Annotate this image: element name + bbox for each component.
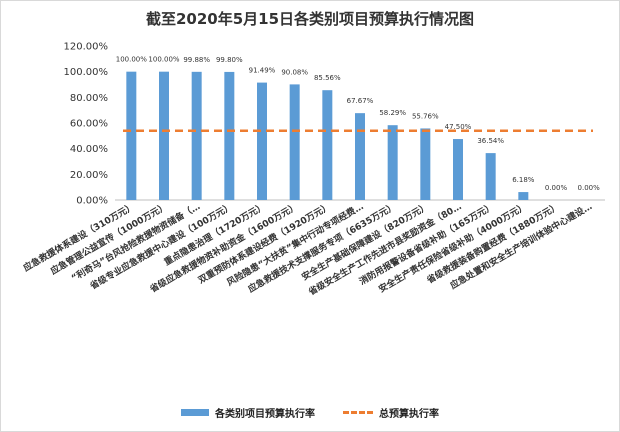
data-label: 100.00%: [116, 56, 147, 64]
bar: [485, 153, 496, 200]
bar: [453, 139, 463, 200]
data-label: 99.80%: [216, 56, 243, 64]
legend-label-bars: 各类别项目预算执行率: [215, 409, 315, 420]
legend-line-swatch: [343, 411, 373, 414]
bar: [126, 71, 137, 201]
y-tick-label: 20.00%: [70, 170, 108, 181]
bar: [420, 128, 431, 200]
data-label: 67.67%: [347, 97, 374, 105]
y-tick-label: 80.00%: [70, 93, 108, 104]
y-tick-label: 40.00%: [70, 144, 108, 155]
bar: [289, 84, 300, 200]
chart-title: 截至2020年5月15日各类别项目预算执行情况图: [145, 10, 475, 28]
bar: [159, 71, 169, 201]
bar: [387, 125, 398, 200]
bar: [355, 113, 365, 200]
y-tick-label: 120.00%: [64, 42, 109, 53]
legend-bar-swatch: [181, 409, 209, 416]
bar: [322, 90, 333, 200]
data-label: 0.00%: [545, 184, 568, 192]
legend-label-line: 总预算执行率: [379, 409, 439, 420]
legend-item-line: 总预算执行率: [343, 405, 439, 420]
y-tick-label: 100.00%: [64, 67, 109, 78]
data-label: 47.50%: [445, 123, 472, 131]
bar: [224, 71, 235, 200]
data-label: 0.00%: [578, 184, 601, 192]
bar: [518, 192, 529, 200]
y-tick-label: 0.00%: [76, 196, 108, 207]
data-label: 6.18%: [512, 176, 535, 184]
bar: [191, 71, 202, 200]
data-label: 58.29%: [379, 109, 406, 117]
legend: 各类别项目预算执行率 总预算执行率: [0, 405, 620, 420]
bar: [257, 82, 267, 200]
data-label: 100.00%: [148, 56, 179, 64]
data-label: 90.08%: [281, 68, 308, 76]
data-label: 91.49%: [249, 67, 276, 75]
legend-item-bars: 各类别项目预算执行率: [181, 405, 315, 420]
data-label: 99.88%: [183, 56, 210, 64]
data-label: 85.56%: [314, 74, 341, 82]
data-label: 55.76%: [412, 112, 439, 120]
y-tick-label: 60.00%: [70, 119, 108, 130]
data-label: 36.54%: [477, 137, 504, 145]
